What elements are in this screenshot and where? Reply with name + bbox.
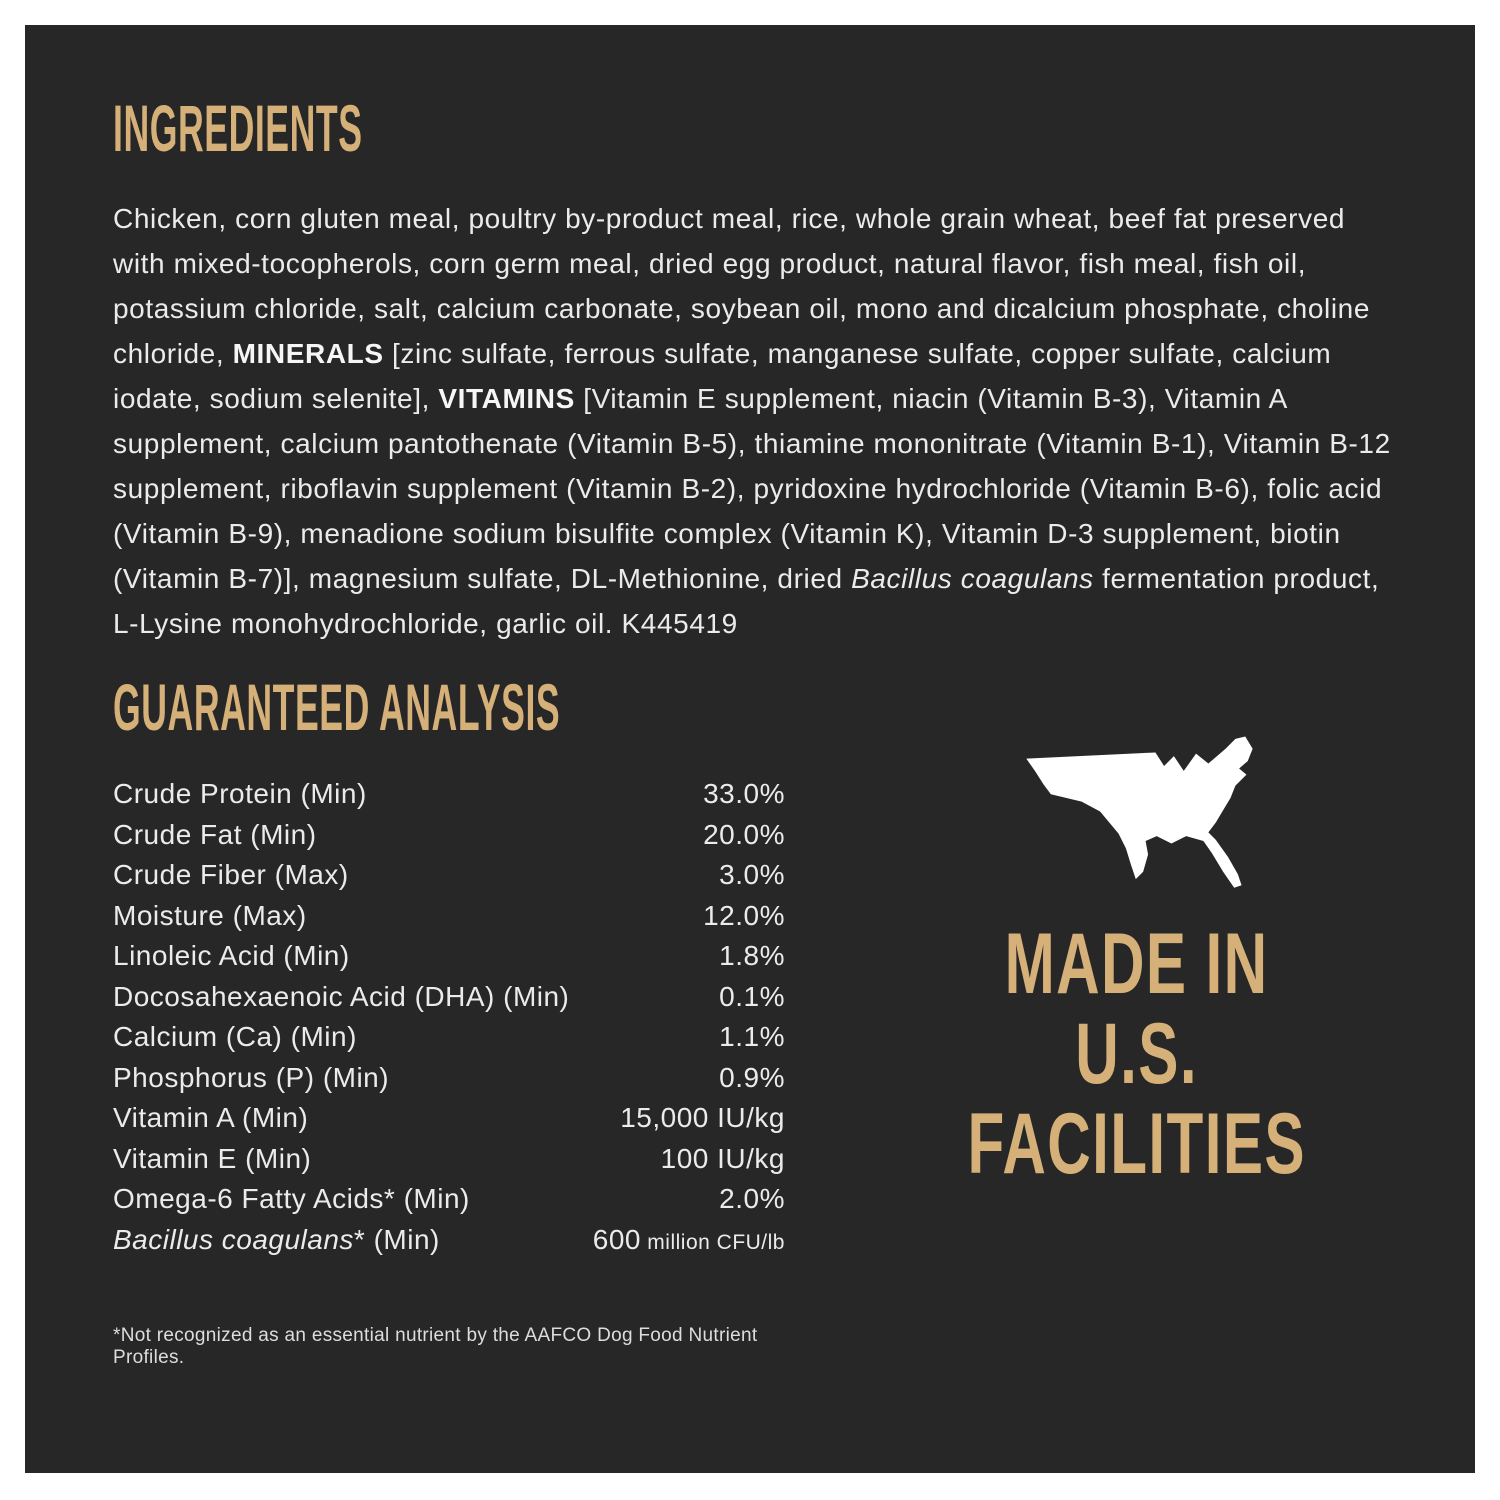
- analysis-row-label: Crude Fat (Min): [113, 815, 317, 856]
- made-in-line-text: U.S.: [1075, 1006, 1199, 1102]
- analysis-row-label: Bacillus coagulans* (Min): [113, 1220, 440, 1261]
- analysis-row: Calcium (Ca) (Min) 1.1%: [113, 1017, 785, 1058]
- made-in-text: MADE IN U.S. FACILITIES: [895, 919, 1378, 1189]
- made-in-line: FACILITIES: [895, 1099, 1378, 1189]
- analysis-label-segment: Vitamin E (Min): [113, 1142, 312, 1174]
- ingredients-text-segment: MINERALS: [232, 338, 384, 369]
- analysis-row-label: Linoleic Acid (Min): [113, 936, 350, 977]
- made-in-line: MADE IN: [895, 919, 1378, 1009]
- ingredients-heading: INGREDIENTS: [113, 91, 1395, 165]
- analysis-row: Crude Protein (Min) 33.0%: [113, 774, 785, 815]
- ingredients-text: Chicken, corn gluten meal, poultry by-pr…: [113, 196, 1395, 646]
- analysis-row-label: Vitamin E (Min): [113, 1139, 311, 1180]
- analysis-label-segment: Linoleic Acid (Min): [113, 940, 350, 971]
- analysis-value-segment: 0.1%: [719, 980, 785, 1012]
- analysis-row-label: Vitamin A (Min): [113, 1098, 308, 1139]
- ingredients-section: INGREDIENTS Chicken, corn gluten meal, p…: [113, 91, 1395, 646]
- analysis-value-segment: 20.0%: [703, 818, 785, 850]
- analysis-value-segment: 0.9%: [719, 1061, 785, 1093]
- analysis-row-label: Crude Protein (Min): [113, 774, 367, 815]
- analysis-label-segment: Calcium (Ca) (Min): [113, 1021, 357, 1052]
- analysis-row: Crude Fat (Min) 20.0%: [113, 815, 785, 856]
- analysis-value-segment: 600: [592, 1223, 641, 1255]
- analysis-row-value: 0.9%: [719, 1058, 785, 1099]
- analysis-row-value: 1.1%: [719, 1017, 785, 1058]
- ingredients-heading-text: INGREDIENTS: [113, 91, 363, 165]
- analysis-row-value: 600 million CFU/lb: [593, 1220, 785, 1264]
- analysis-value-segment: 33.0%: [703, 778, 785, 809]
- analysis-label-segment: Crude Fiber (Max): [113, 859, 349, 890]
- made-in-line: U.S.: [895, 1009, 1378, 1099]
- analysis-row: Moisture (Max) 12.0%: [113, 896, 785, 937]
- analysis-row-value: 0.1%: [719, 977, 785, 1018]
- made-in-line-text: MADE IN: [1005, 916, 1269, 1012]
- analysis-row-value: 20.0%: [703, 815, 785, 856]
- analysis-row: Linoleic Acid (Min) 1.8%: [113, 936, 785, 977]
- made-in-line-text: FACILITIES: [967, 1096, 1307, 1192]
- analysis-value-segment: 2.0%: [719, 1183, 785, 1214]
- analysis-row: Crude Fiber (Max) 3.0%: [113, 855, 785, 896]
- analysis-row-label: Moisture (Max): [113, 896, 307, 937]
- analysis-value-segment: 12.0%: [703, 899, 785, 931]
- ingredients-text-segment: [zinc sulfate, ferrous sulfate, manganes…: [113, 338, 1332, 414]
- analysis-label-segment: Vitamin A (Min): [113, 1102, 309, 1133]
- analysis-row-label: Crude Fiber (Max): [113, 855, 349, 896]
- analysis-row-label: Calcium (Ca) (Min): [113, 1017, 357, 1058]
- analysis-label-segment: Moisture (Max): [113, 899, 307, 931]
- analysis-row-label: Omega-6 Fatty Acids* (Min): [113, 1179, 470, 1220]
- analysis-row: Vitamin A (Min) 15,000 IU/kg: [113, 1098, 785, 1139]
- analysis-label-segment: Crude Protein (Min): [113, 778, 367, 809]
- analysis-label-segment: Bacillus coagulans: [113, 1223, 354, 1255]
- guaranteed-analysis-section: GUARANTEED ANALYSIS Crude Protein (Min) 3…: [113, 670, 789, 1369]
- analysis-row-label: Phosphorus (P) (Min): [113, 1058, 389, 1099]
- ingredients-text-segment: VITAMINS: [438, 383, 575, 414]
- ingredients-text-segment: Chicken, corn gluten meal, poultry by-pr…: [113, 203, 1371, 369]
- analysis-row-label: Docosahexaenoic Acid (DHA) (Min): [113, 977, 569, 1018]
- analysis-row: Docosahexaenoic Acid (DHA) (Min) 0.1%: [113, 977, 785, 1018]
- analysis-label-segment: Omega-6 Fatty Acids* (Min): [113, 1183, 470, 1214]
- aafco-footnote: *Not recognized as an essential nutrient…: [113, 1325, 758, 1368]
- ingredients-text-segment: [Vitamin E supplement, niacin (Vitamin B…: [113, 383, 1391, 594]
- analysis-row-value: 2.0%: [719, 1179, 785, 1220]
- analysis-value-segment: 1.1%: [719, 1021, 785, 1052]
- analysis-row: Vitamin E (Min) 100 IU/kg: [113, 1139, 785, 1180]
- analysis-value-segment: 100 IU/kg: [660, 1142, 785, 1174]
- usa-map-icon: [1026, 736, 1253, 888]
- analysis-value-segment: 1.8%: [719, 940, 785, 971]
- bottom-row: GUARANTEED ANALYSIS Crude Protein (Min) 3…: [113, 670, 1395, 1369]
- analysis-label-segment: * (Min): [353, 1223, 440, 1255]
- guaranteed-analysis-heading: GUARANTEED ANALYSIS: [113, 670, 789, 744]
- analysis-label-segment: Crude Fat (Min): [113, 818, 317, 850]
- ingredients-text-segment: fermentation product, L-Lysine monohydro…: [113, 563, 1380, 639]
- analysis-value-segment: 3.0%: [719, 859, 785, 890]
- analysis-row-value: 33.0%: [703, 774, 785, 815]
- analysis-table: Crude Protein (Min) 33.0% Crude Fat (Min) 2…: [113, 774, 785, 1263]
- nutrition-panel: INGREDIENTS Chicken, corn gluten meal, p…: [25, 25, 1475, 1473]
- analysis-row: Bacillus coagulans* (Min) 600 million CFU…: [113, 1220, 785, 1264]
- analysis-row: Omega-6 Fatty Acids* (Min) 2.0%: [113, 1179, 785, 1220]
- analysis-value-segment: 15,000 IU/kg: [620, 1102, 785, 1133]
- analysis-row-value: 100 IU/kg: [661, 1139, 785, 1180]
- guaranteed-analysis-heading-text: GUARANTEED ANALYSIS: [113, 670, 561, 744]
- analysis-row-value: 1.8%: [719, 936, 785, 977]
- analysis-row-value: 15,000 IU/kg: [620, 1098, 785, 1139]
- analysis-label-segment: Phosphorus (P) (Min): [113, 1061, 390, 1093]
- made-in-block: MADE IN U.S. FACILITIES: [927, 734, 1347, 1369]
- analysis-row: Phosphorus (P) (Min) 0.9%: [113, 1058, 785, 1099]
- ingredients-text-segment: Bacillus coagulans: [851, 563, 1094, 594]
- analysis-label-segment: Docosahexaenoic Acid (DHA) (Min): [113, 980, 570, 1012]
- analysis-row-value: 12.0%: [703, 896, 785, 937]
- analysis-value-segment: million CFU/lb: [640, 1230, 785, 1254]
- analysis-row-value: 3.0%: [719, 855, 785, 896]
